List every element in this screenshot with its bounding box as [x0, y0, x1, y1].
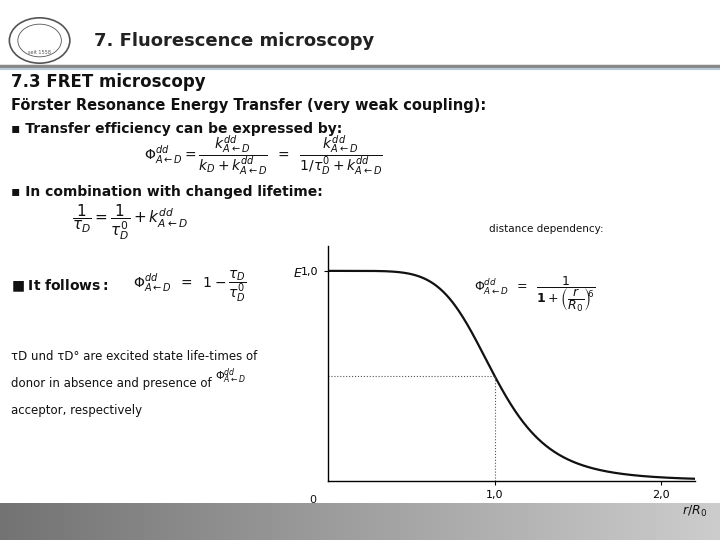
Text: IPC Friedrich-Schiller-Universität Jena: IPC Friedrich-Schiller-Universität Jena — [502, 517, 709, 526]
Text: ▪ Transfer efficiency can be expressed by:: ▪ Transfer efficiency can be expressed b… — [11, 122, 342, 136]
Text: $\Phi^{dd}_{A \leftarrow D}$: $\Phi^{dd}_{A \leftarrow D}$ — [215, 366, 247, 386]
Text: 7.3 FRET microscopy: 7.3 FRET microscopy — [11, 73, 205, 91]
Text: 9: 9 — [11, 515, 19, 528]
Text: $E$: $E$ — [293, 267, 303, 280]
Text: $\dfrac{1}{\tau_D} = \dfrac{1}{\tau^0_D} + k^{dd}_{A \leftarrow D}$: $\dfrac{1}{\tau_D} = \dfrac{1}{\tau^0_D}… — [72, 202, 188, 242]
Text: donor in absence and presence of: donor in absence and presence of — [11, 377, 212, 390]
Text: seit 1558: seit 1558 — [28, 50, 51, 56]
Text: ▪ In combination with changed lifetime:: ▪ In combination with changed lifetime: — [11, 185, 323, 199]
Text: $\blacksquare\;$$\mathbf{It\ follows:}$: $\blacksquare\;$$\mathbf{It\ follows:}$ — [11, 278, 108, 294]
Text: distance dependency:: distance dependency: — [489, 224, 604, 234]
Text: 7. Fluorescence microscopy: 7. Fluorescence microscopy — [94, 31, 374, 50]
Text: 0: 0 — [310, 495, 316, 505]
Text: acceptor, respectively: acceptor, respectively — [11, 404, 142, 417]
Text: $\Phi^{dd}_{A \leftarrow D}$$\;\; = \;\;$$\dfrac{1}{\mathbf{1} + \left(\dfrac{r}: $\Phi^{dd}_{A \leftarrow D}$$\;\; = \;\;… — [474, 274, 596, 314]
Text: Förster Resonance Energy Transfer (very weak coupling):: Förster Resonance Energy Transfer (very … — [11, 98, 486, 113]
Text: τD und τD° are excited state life-times of: τD und τD° are excited state life-times … — [11, 350, 257, 363]
Text: $\Phi^{dd}_{A \leftarrow D} = \dfrac{k^{dd}_{A \leftarrow D}}{k_D + k^{dd}_{A \l: $\Phi^{dd}_{A \leftarrow D} = \dfrac{k^{… — [144, 134, 383, 177]
Text: $\Phi^{dd}_{A \leftarrow D}\;\; = \;\; 1 - \dfrac{\tau_D}{\tau^0_D}$: $\Phi^{dd}_{A \leftarrow D}\;\; = \;\; 1… — [133, 268, 247, 304]
Text: $r/R_0$: $r/R_0$ — [683, 504, 707, 519]
